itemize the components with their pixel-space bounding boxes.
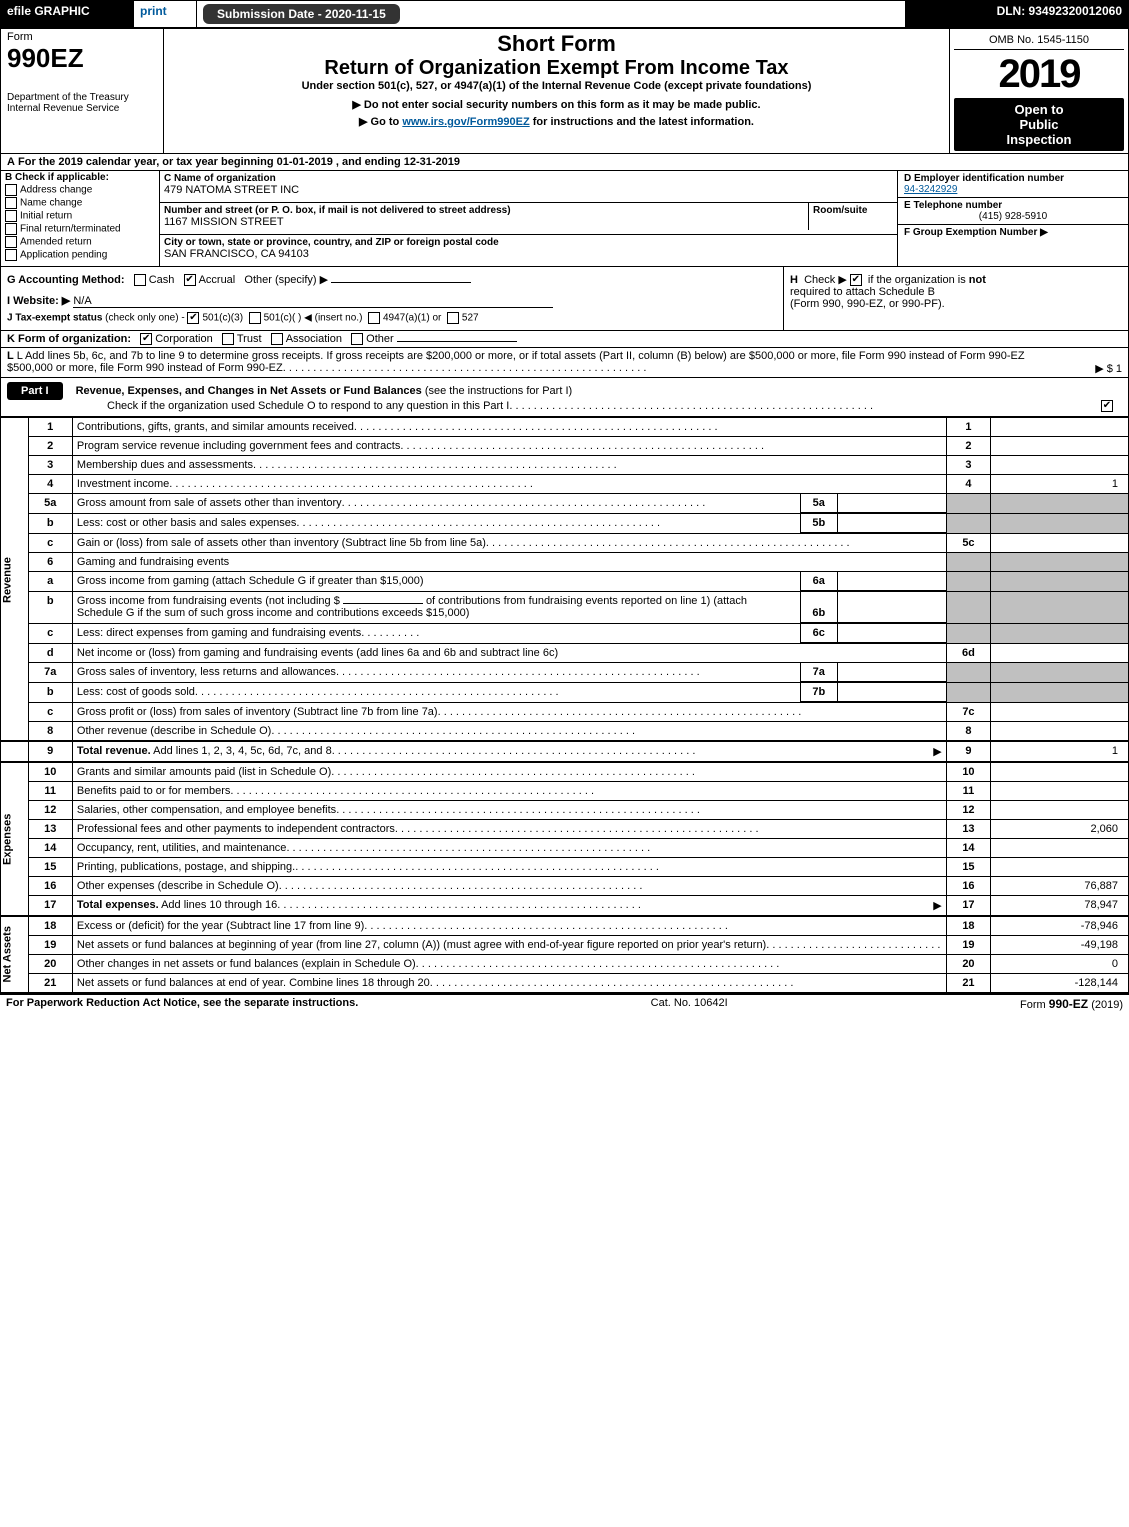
row-a-tax-year: A For the 2019 calendar year, or tax yea… xyxy=(0,154,1129,171)
org-info-grid: B Check if applicable: Address change Na… xyxy=(0,171,1129,267)
part-1-label: Part I xyxy=(7,382,63,400)
top-bar: efile GRAPHIC print Submission Date - 20… xyxy=(0,0,1129,28)
cb-application-pending[interactable] xyxy=(5,249,17,261)
part-1-header: Part I Revenue, Expenses, and Changes in… xyxy=(0,378,1129,417)
submission-date-button[interactable]: Submission Date - 2020-11-15 xyxy=(203,4,400,24)
efile-graphic-label: efile GRAPHIC xyxy=(1,1,134,28)
revenue-vertical-label: Revenue xyxy=(1,418,29,741)
ein-label: D Employer identification number xyxy=(904,173,1122,184)
cb-schedule-o[interactable] xyxy=(1101,400,1113,412)
value-line-1 xyxy=(991,418,1129,437)
footer-cat-no: Cat. No. 10642I xyxy=(651,997,728,1011)
cb-corporation[interactable] xyxy=(140,333,152,345)
form-header-center: Short Form Return of Organization Exempt… xyxy=(164,29,950,154)
title-return: Return of Organization Exempt From Incom… xyxy=(172,57,941,80)
expenses-vertical-label: Expenses xyxy=(1,762,29,916)
cb-address-change[interactable] xyxy=(5,184,17,196)
cb-501c3[interactable] xyxy=(187,312,199,324)
row-i-website-label: I Website: ▶ xyxy=(7,295,70,307)
cb-501c[interactable] xyxy=(249,312,261,324)
value-line-17: 78,947 xyxy=(991,895,1129,916)
col-c-org-name: C Name of organization 479 NATOMA STREET… xyxy=(160,171,898,202)
cb-amended-return[interactable] xyxy=(5,236,17,248)
open-to-public: Open toPublicInspection xyxy=(954,98,1124,151)
cb-trust[interactable] xyxy=(222,333,234,345)
cb-527[interactable] xyxy=(447,312,459,324)
gross-receipts-value: ▶ $ 1 xyxy=(1087,362,1122,375)
value-line-19: -49,198 xyxy=(991,935,1129,954)
group-exemption-label: F Group Exemption Number ▶ xyxy=(904,227,1048,238)
tel-value: (415) 928-5910 xyxy=(904,211,1122,222)
cb-other-org[interactable] xyxy=(351,333,363,345)
room-suite-label: Room/suite xyxy=(813,205,893,216)
dept-irs: Internal Revenue Service xyxy=(7,103,157,114)
form-header-left: Form 990EZ Department of the Treasury In… xyxy=(1,29,164,154)
col-c-street: Number and street (or P. O. box, if mail… xyxy=(160,202,898,234)
col-d-right: D Employer identification number 94-3242… xyxy=(898,171,1129,267)
org-name-value: 479 NATOMA STREET INC xyxy=(164,184,893,196)
footer-paperwork: For Paperwork Reduction Act Notice, see … xyxy=(6,997,358,1011)
dln-label: DLN: 93492320012060 xyxy=(906,1,1129,28)
row-k-form-of-org: K Form of organization: Corporation Trus… xyxy=(0,331,1129,348)
cb-association[interactable] xyxy=(271,333,283,345)
dept-treasury: Department of the Treasury xyxy=(7,92,157,103)
col-c-city: City or town, state or province, country… xyxy=(160,234,898,266)
value-line-13: 2,060 xyxy=(991,819,1129,838)
form-code: 990EZ xyxy=(7,43,157,74)
city-value: SAN FRANCISCO, CA 94103 xyxy=(164,248,893,260)
irs-link[interactable]: www.irs.gov/Form990EZ xyxy=(402,116,529,128)
submission-date-cell: Submission Date - 2020-11-15 xyxy=(197,1,906,28)
notice-goto: ▶ Go to www.irs.gov/Form990EZ for instru… xyxy=(172,115,941,128)
tax-year: 2019 xyxy=(954,54,1124,94)
cb-cash[interactable] xyxy=(134,274,146,286)
cb-accrual[interactable] xyxy=(184,274,196,286)
omb-number: OMB No. 1545-1150 xyxy=(954,31,1124,50)
street-value: 1167 MISSION STREET xyxy=(164,216,804,228)
form-header-right: OMB No. 1545-1150 2019 Open toPublicInsp… xyxy=(950,29,1129,154)
form-word: Form xyxy=(7,31,157,43)
net-assets-vertical-label: Net Assets xyxy=(1,916,29,993)
footer-form-ref: Form 990-EZ (2019) xyxy=(1020,997,1123,1011)
row-g-accounting: G Accounting Method: Cash Accrual Other … xyxy=(1,267,784,331)
notice-ssn: ▶ Do not enter social security numbers o… xyxy=(172,98,941,111)
value-line-9: 1 xyxy=(991,741,1129,762)
print-link[interactable]: print xyxy=(134,1,197,28)
col-b-check-applicable: B Check if applicable: Address change Na… xyxy=(1,171,160,267)
cb-initial-return[interactable] xyxy=(5,210,17,222)
cb-final-return[interactable] xyxy=(5,223,17,235)
value-line-20: 0 xyxy=(991,954,1129,973)
cb-schedule-b-not-required[interactable] xyxy=(850,274,862,286)
cb-name-change[interactable] xyxy=(5,197,17,209)
tel-label: E Telephone number xyxy=(904,200,1122,211)
form-header: Form 990EZ Department of the Treasury In… xyxy=(0,28,1129,154)
value-line-4: 1 xyxy=(991,475,1129,494)
value-line-18: -78,946 xyxy=(991,916,1129,936)
row-l-gross-receipts: L L Add lines 5b, 6c, and 7b to line 9 t… xyxy=(0,348,1129,378)
website-value: N/A xyxy=(73,295,91,307)
row-h-schedule-b: H Check ▶ if the organization is not req… xyxy=(784,267,1129,331)
form-footer: For Paperwork Reduction Act Notice, see … xyxy=(0,995,1129,1013)
ein-value[interactable]: 94-3242929 xyxy=(904,184,957,195)
revenue-expenses-table: Revenue 1 Contributions, gifts, grants, … xyxy=(0,417,1129,993)
title-short-form: Short Form xyxy=(172,31,941,57)
value-line-16: 76,887 xyxy=(991,876,1129,895)
value-line-21: -128,144 xyxy=(991,973,1129,992)
cb-4947[interactable] xyxy=(368,312,380,324)
subtitle: Under section 501(c), 527, or 4947(a)(1)… xyxy=(172,80,941,92)
